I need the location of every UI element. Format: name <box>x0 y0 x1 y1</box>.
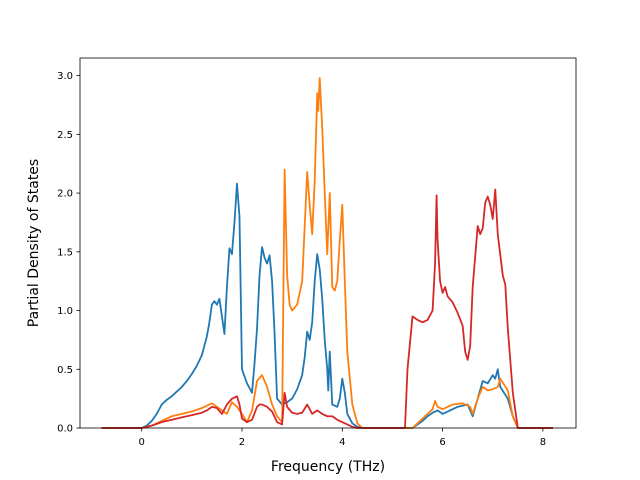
y-tick-label: 2.0 <box>57 189 73 200</box>
x-tick-label: 8 <box>540 437 546 448</box>
y-axis-label: Partial Density of States <box>26 159 42 327</box>
y-tick-label: 0.0 <box>57 424 73 435</box>
series-line-2 <box>101 188 553 429</box>
series-layer <box>101 77 553 429</box>
series-line-1 <box>101 77 553 429</box>
ticks-layer: 0 2 4 6 8 0.0 0.5 1.0 1.5 2.0 2.5 3.0 <box>57 71 546 448</box>
x-tick-label: 0 <box>138 437 144 448</box>
x-axis-label: Frequency (THz) <box>271 459 385 475</box>
series-line-0 <box>101 182 553 429</box>
plot-frame <box>79 57 577 429</box>
y-tick-label: 2.5 <box>57 130 73 141</box>
y-tick-label: 1.5 <box>57 247 73 258</box>
x-tick-label: 4 <box>339 437 345 448</box>
x-tick-label: 6 <box>439 437 445 448</box>
y-tick-label: 0.5 <box>57 365 73 376</box>
y-tick-label: 1.0 <box>57 306 73 317</box>
y-tick-label: 3.0 <box>57 71 73 82</box>
x-tick-label: 2 <box>239 437 245 448</box>
